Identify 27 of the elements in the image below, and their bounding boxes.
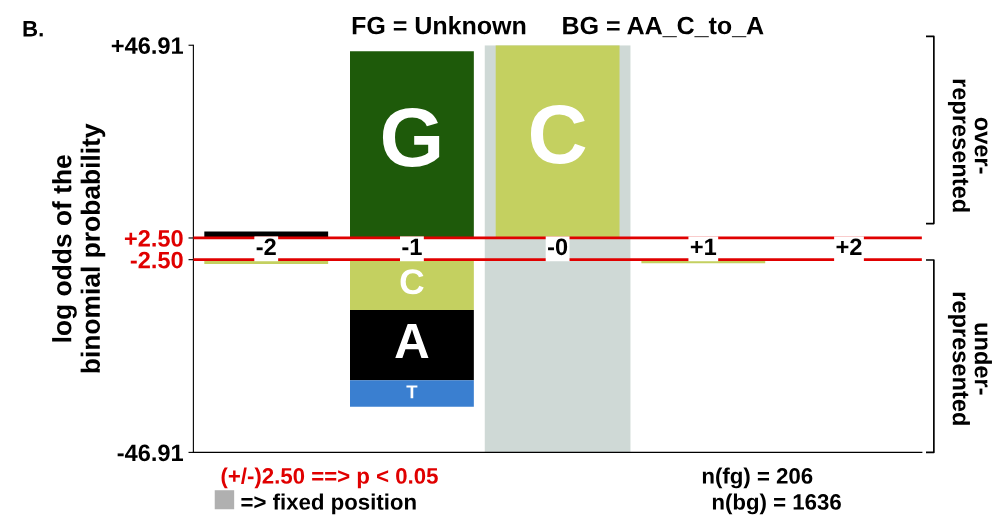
y-tick-label: -46.91 xyxy=(117,444,184,462)
bar xyxy=(350,380,474,407)
y-tick-label: -2.50 xyxy=(130,251,183,269)
y-tick-label: +2.50 xyxy=(124,230,183,247)
y-axis-title: log odds of the binomial probability xyxy=(52,123,106,373)
x-tick-label: -1 xyxy=(402,238,422,255)
text: C xyxy=(530,104,586,164)
y-tick-label: +46.91 xyxy=(111,37,184,55)
x-tick-label: +1 xyxy=(690,238,717,255)
bar xyxy=(350,51,474,238)
series-label: T xyxy=(406,385,418,399)
series-label: C xyxy=(400,269,424,295)
chart-title: FG = Unknown BG = AA_C_to_A xyxy=(352,16,764,38)
text: under- represented xyxy=(947,292,992,425)
text: n(fg) = 206 xyxy=(702,467,813,489)
text: B. xyxy=(23,21,43,37)
text: n(bg) = 1636 xyxy=(712,493,841,515)
series-label: A xyxy=(395,323,429,358)
bar xyxy=(350,259,474,311)
x-tick-label: -0 xyxy=(548,238,568,256)
x-tick-label: -2 xyxy=(256,238,276,255)
bar xyxy=(350,310,474,381)
text: (+/-)2.50 ==> p < 0.05 xyxy=(221,467,438,489)
text: => fixed position xyxy=(241,493,416,515)
text: over- represented xyxy=(947,79,988,212)
x-tick-label: +2 xyxy=(836,238,862,255)
series-label: G xyxy=(382,108,440,168)
